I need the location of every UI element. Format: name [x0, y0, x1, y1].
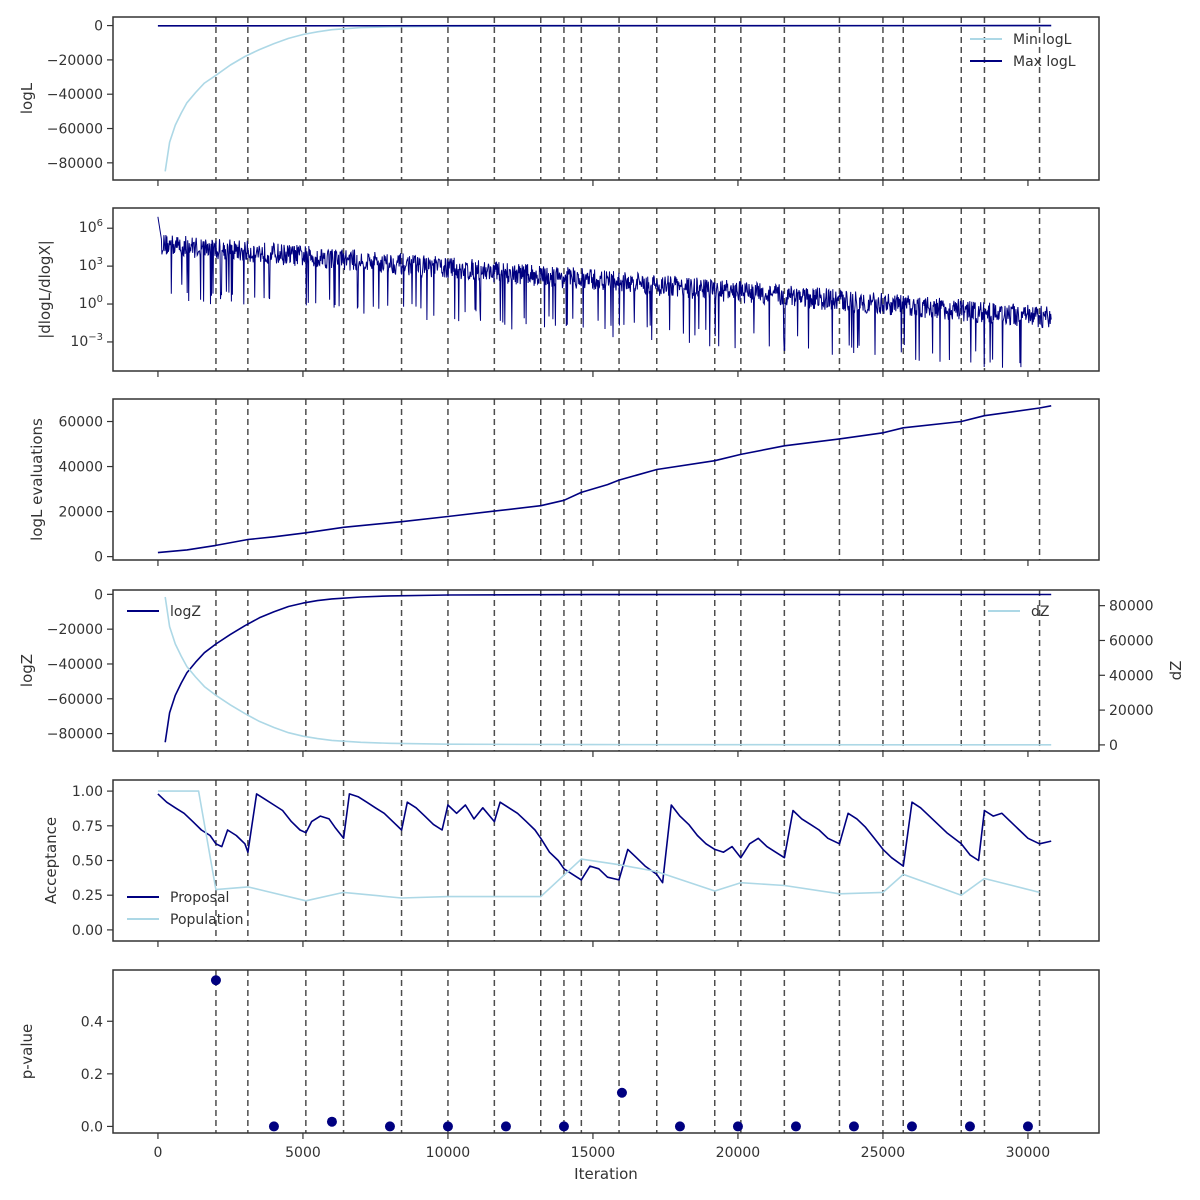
y-tick-label-4: −60000 [47, 692, 103, 708]
p-value-point-8 [616, 1087, 627, 1098]
y-tick-label-4: −60000 [47, 122, 103, 138]
p-value-point-6 [500, 1121, 511, 1132]
panel-2: 106 103 100 10−3 |dlogL/dlogX| [36, 207, 1100, 377]
p-value-point-7 [558, 1121, 569, 1132]
p-value-point-15 [1022, 1121, 1033, 1132]
panel-6: 0.0 0.2 0.4 0 5000 10000 15000 20000 25000 30000 p… [18, 969, 1100, 1161]
y-axis-label: logZ [18, 654, 36, 687]
legend-label-dz: dZ [1031, 604, 1049, 620]
y-axis-label: logL [18, 82, 36, 114]
y-tick-label-5: −80000 [47, 156, 103, 172]
y-tick-label-4: 60000 [58, 415, 103, 431]
y-tick-label-3: 0.50 [72, 854, 103, 870]
p-value-point-10 [732, 1121, 743, 1132]
y-axis-label: Acceptance [42, 817, 60, 904]
y-axis-label: p-value [18, 1024, 36, 1080]
x-tick-label-3: 10000 [426, 1145, 471, 1161]
panel-3: 0 20000 40000 60000 logL evaluations [28, 398, 1100, 566]
y-tick-label-2: 20000 [58, 505, 103, 521]
panels: 0 −20000 −40000 −60000 −80000 logL Min logL Max… [18, 16, 1185, 1161]
series-line-series-1 [157, 405, 1052, 554]
panel-frame [112, 398, 1100, 561]
x-tick-label-6: 25000 [861, 1145, 906, 1161]
right-tick-label-2: 20000 [1109, 703, 1154, 719]
p-value-point-9 [674, 1121, 685, 1132]
y-tick-label-3: −40000 [47, 657, 103, 673]
x-tick-label-5: 20000 [716, 1145, 761, 1161]
panel-frame [112, 589, 1100, 752]
y-tick-label-3: 40000 [58, 460, 103, 476]
panel-5: 0.00 0.25 0.50 0.75 1.00 Acceptance Proposal Po… [42, 779, 1100, 947]
y-tick-label-5: 1.00 [72, 784, 103, 800]
p-value-point-13 [906, 1121, 917, 1132]
panel-frame [112, 969, 1100, 1134]
y-tick-label-1: 0 [94, 587, 103, 603]
panel-frame [112, 207, 1100, 372]
series-line-population [157, 790, 1040, 902]
x-tick-label-4: 15000 [571, 1145, 616, 1161]
legend-label-population: Population [170, 912, 244, 928]
right-tick-label-5: 80000 [1109, 599, 1154, 615]
right-tick-label-3: 40000 [1109, 668, 1154, 684]
panel-1: 0 −20000 −40000 −60000 −80000 logL Min logL Max… [18, 16, 1100, 186]
y-tick-label-1: 0.00 [72, 923, 103, 939]
legend-label-proposal: Proposal [170, 890, 229, 906]
right-tick-label-1: 0 [1109, 738, 1118, 754]
y-tick-label-2: 103 [79, 256, 103, 274]
x-tick-label-7: 30000 [1006, 1145, 1051, 1161]
series-line-dz [164, 596, 1052, 746]
y-tick-label-2: −20000 [47, 622, 103, 638]
y-tick-label-2: 0.25 [72, 888, 103, 904]
x-axis-label: Iteration [574, 1165, 638, 1183]
legend-label-min-logl: Min logL [1013, 32, 1072, 48]
p-value-point-2 [268, 1121, 279, 1132]
y-tick-label-2: −20000 [47, 53, 103, 69]
y-tick-label-3: −40000 [47, 87, 103, 103]
y-tick-label-3: 0.4 [81, 1014, 103, 1030]
right-axis-label: dZ [1167, 661, 1185, 681]
p-value-point-4 [384, 1121, 395, 1132]
x-tick-label-1: 0 [153, 1145, 162, 1161]
y-tick-label-3: 100 [79, 294, 103, 312]
p-value-point-5 [442, 1121, 453, 1132]
y-tick-label-1: 0.0 [81, 1119, 103, 1135]
y-tick-label-5: −80000 [47, 727, 103, 743]
panel-4: 0 −20000 −40000 −60000 −80000 0 20000 40000 6000… [18, 587, 1185, 757]
p-value-point-11 [790, 1121, 801, 1132]
y-axis-label: logL evaluations [28, 418, 46, 541]
y-tick-label-1: 106 [79, 218, 103, 236]
series-line-logz [164, 593, 1052, 743]
p-value-point-3 [326, 1116, 337, 1127]
p-value-point-1 [210, 975, 221, 986]
legend-label-logz: logZ [170, 604, 201, 620]
legend-label-max-logl: Max logL [1013, 54, 1076, 70]
gradient-series-line [157, 216, 1052, 368]
y-tick-label-2: 0.2 [81, 1067, 103, 1083]
p-value-point-12 [848, 1121, 859, 1132]
panel-frame [112, 16, 1100, 181]
p-value-point-14 [964, 1121, 975, 1132]
y-tick-label-1: 0 [94, 550, 103, 566]
right-tick-label-4: 60000 [1109, 633, 1154, 649]
y-tick-label-4: 10−3 [70, 332, 103, 350]
x-tick-label-2: 5000 [285, 1145, 321, 1161]
series-line-proposal [157, 793, 1052, 884]
y-tick-label-4: 0.75 [72, 819, 103, 835]
y-tick-label-1: 0 [94, 19, 103, 35]
y-axis-label: |dlogL/dlogX| [36, 240, 54, 339]
